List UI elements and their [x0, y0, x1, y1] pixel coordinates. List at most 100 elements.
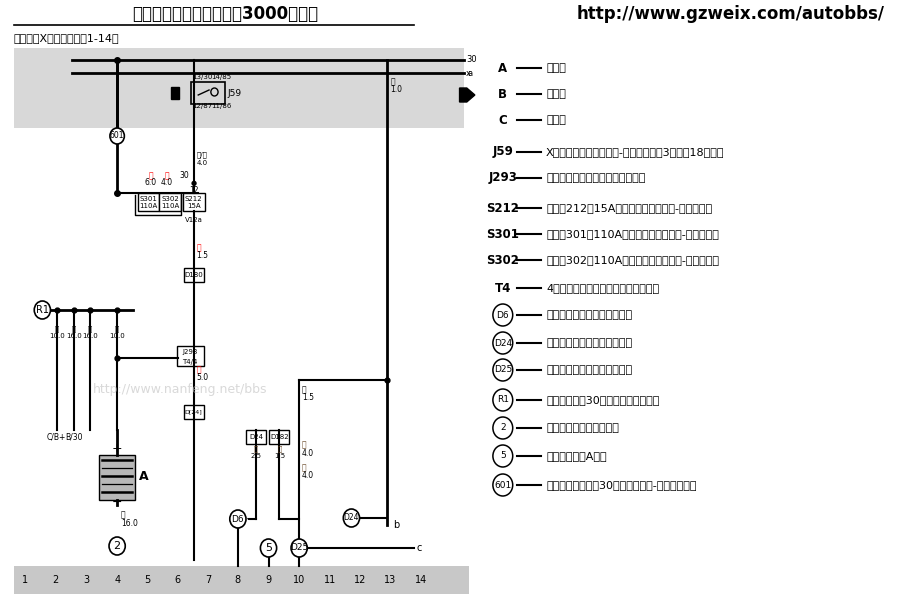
- Text: 9: 9: [266, 575, 271, 585]
- Text: c: c: [416, 543, 421, 553]
- Text: J293: J293: [182, 349, 198, 355]
- Circle shape: [230, 510, 245, 528]
- Text: 14/85: 14/85: [210, 74, 231, 80]
- Text: 发电机: 发电机: [546, 115, 565, 125]
- Text: 黑: 黑: [120, 511, 125, 520]
- Text: 12: 12: [354, 575, 367, 585]
- Text: −: −: [112, 496, 122, 509]
- Text: 1.5: 1.5: [301, 394, 313, 403]
- Circle shape: [493, 304, 512, 326]
- Text: D182: D182: [270, 434, 289, 440]
- Text: R1: R1: [496, 395, 508, 404]
- Text: 2: 2: [499, 424, 505, 433]
- Text: 保险丝302，110A，在发动机舱继电器-保险丝盒内: 保险丝302，110A，在发动机舱继电器-保险丝盒内: [546, 255, 719, 265]
- Bar: [269, 430, 289, 444]
- Text: 15A: 15A: [187, 203, 200, 209]
- Text: 14: 14: [414, 575, 426, 585]
- Text: D25: D25: [289, 544, 308, 553]
- Text: A: A: [498, 61, 506, 74]
- Text: 接地点，在蓄电池支架上: 接地点，在蓄电池支架上: [546, 423, 618, 433]
- Text: 4.0: 4.0: [301, 449, 313, 457]
- Bar: [184, 268, 203, 282]
- Text: J59: J59: [492, 145, 513, 158]
- Text: 10.0: 10.0: [49, 333, 64, 339]
- Circle shape: [109, 128, 124, 144]
- Text: 10: 10: [293, 575, 305, 585]
- Bar: [138, 193, 159, 211]
- Text: D25: D25: [494, 365, 511, 374]
- Text: 黑/黄: 黑/黄: [197, 152, 207, 158]
- Text: 12: 12: [188, 186, 199, 195]
- Text: 30: 30: [465, 55, 476, 64]
- Circle shape: [493, 445, 512, 467]
- Text: 黑: 黑: [72, 325, 76, 332]
- Text: C: C: [498, 113, 506, 127]
- Text: D24: D24: [494, 338, 511, 347]
- Circle shape: [290, 539, 307, 557]
- Bar: [245, 430, 266, 444]
- Bar: [159, 193, 181, 211]
- Text: S212: S212: [486, 202, 518, 214]
- Text: 5: 5: [499, 451, 505, 461]
- Text: 6: 6: [175, 575, 180, 585]
- Text: b: b: [392, 520, 399, 530]
- Text: 6.0: 6.0: [144, 178, 156, 187]
- Text: 16.0: 16.0: [66, 333, 82, 339]
- Text: 4针插头，黑色，在散热风扇控制器上: 4针插头，黑色，在散热风扇控制器上: [546, 283, 659, 293]
- Text: 红: 红: [197, 365, 201, 374]
- Text: 红: 红: [165, 171, 169, 180]
- Text: 110A: 110A: [140, 203, 158, 209]
- Text: 12/87: 12/87: [192, 103, 212, 109]
- Bar: [183, 193, 204, 211]
- Text: J293: J293: [488, 172, 516, 185]
- Text: 红: 红: [197, 244, 201, 253]
- Circle shape: [493, 417, 512, 439]
- Text: 8: 8: [234, 575, 241, 585]
- Text: 棕: 棕: [277, 445, 281, 452]
- Text: 接地点，在左A柱上: 接地点，在左A柱上: [546, 451, 606, 461]
- Text: 绿: 绿: [390, 77, 394, 86]
- Text: 601: 601: [109, 131, 124, 140]
- Text: http://www.nanfeng.net/bbs: http://www.nanfeng.net/bbs: [93, 383, 267, 397]
- Text: 3: 3: [84, 575, 89, 585]
- Bar: [184, 405, 203, 419]
- Text: T4/4: T4/4: [182, 359, 198, 365]
- Text: 2.5: 2.5: [250, 453, 261, 459]
- Bar: [99, 455, 135, 500]
- Text: D24: D24: [344, 514, 358, 523]
- Text: 5: 5: [143, 575, 150, 585]
- Bar: [14, 48, 463, 128]
- Text: R1: R1: [36, 305, 49, 315]
- Text: D[24]: D[24]: [185, 409, 202, 415]
- Text: V12a: V12a: [185, 217, 202, 223]
- Text: 7: 7: [205, 575, 211, 585]
- Text: 蓄电池、X触点继电器（1-14）: 蓄电池、X触点继电器（1-14）: [14, 33, 119, 43]
- Text: 绿: 绿: [301, 385, 306, 395]
- Text: http://www.gzweix.com/autobbs/: http://www.gzweix.com/autobbs/: [576, 5, 884, 23]
- Text: 30: 30: [179, 171, 189, 180]
- Bar: [191, 82, 225, 104]
- Text: S301: S301: [486, 227, 518, 241]
- Text: 保险丝212，15A，在发动机舱继电器-保险丝盒内: 保险丝212，15A，在发动机舱继电器-保险丝盒内: [546, 203, 711, 213]
- Text: B/30: B/30: [65, 433, 83, 442]
- Text: 1: 1: [22, 575, 28, 585]
- Text: 110A: 110A: [161, 203, 179, 209]
- Text: 散热风扇控制器，在发动机舱左侧: 散热风扇控制器，在发动机舱左侧: [546, 173, 645, 183]
- Bar: [14, 566, 468, 594]
- Text: 基本电路电路图（桑塔纳3000轿车）: 基本电路电路图（桑塔纳3000轿车）: [132, 5, 318, 23]
- Text: 1.0: 1.0: [390, 85, 402, 94]
- Circle shape: [493, 474, 512, 496]
- Text: D24: D24: [249, 434, 263, 440]
- Bar: [176, 346, 203, 366]
- Text: ●: ●: [190, 180, 197, 186]
- Text: 黑: 黑: [88, 325, 92, 332]
- Circle shape: [34, 301, 51, 319]
- Text: 保险丝301，110A，在发动机舱继电器-保险丝盒内: 保险丝301，110A，在发动机舱继电器-保险丝盒内: [546, 229, 718, 239]
- Text: 2: 2: [52, 575, 59, 585]
- Text: T4: T4: [494, 281, 510, 295]
- Circle shape: [493, 389, 512, 411]
- Text: 601: 601: [494, 481, 511, 490]
- Text: 黑: 黑: [115, 325, 119, 332]
- Text: 11: 11: [323, 575, 335, 585]
- Text: 棕: 棕: [301, 463, 306, 473]
